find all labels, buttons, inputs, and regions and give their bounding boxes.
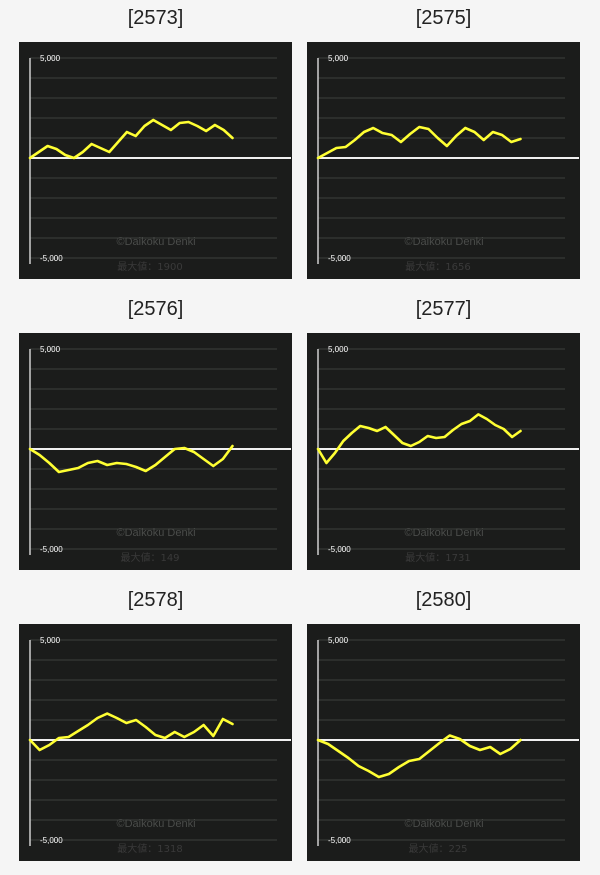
- series-line: [28, 712, 234, 752]
- max-value-label: 最大値：1318: [117, 842, 182, 855]
- tick-label-bottom: -5,000: [40, 254, 63, 263]
- series-line: [28, 118, 234, 160]
- chart-panel: 5,000 -5,000 ©Daikoku Denki 最大値：1731: [307, 333, 580, 570]
- series-line: [28, 444, 234, 474]
- chart-cell: [2578] 5,000 -5,000 ©Daikoku Denki 最大値：1318: [19, 582, 292, 862]
- chart-panel: 5,000 -5,000 ©Daikoku Denki 最大値：149: [19, 333, 292, 570]
- chart-title: [2575]: [415, 7, 472, 29]
- chart-title: [2573]: [127, 7, 184, 29]
- watermark: ©Daikoku Denki: [116, 236, 195, 248]
- chart-cell: [2575] 5,000 -5,000 ©Daikoku Denki 最大値：1656: [307, 0, 580, 280]
- watermark: ©Daikoku Denki: [404, 236, 483, 248]
- chart-svg: 5,000 -5,000 ©Daikoku Denki 最大値：1900: [28, 54, 291, 273]
- chart-panel: 5,000 -5,000 ©Daikoku Denki 最大値：1318: [19, 624, 292, 861]
- max-value-label: 最大値：225: [408, 842, 467, 855]
- max-value-label: 最大値：1731: [405, 551, 470, 564]
- chart-svg: 5,000 -5,000 ©Daikoku Denki 最大値：1656: [316, 54, 579, 273]
- chart-panel: 5,000 -5,000 ©Daikoku Denki 最大値：1900: [19, 42, 292, 279]
- tick-label-top: 5,000: [40, 345, 61, 354]
- chart-panel: 5,000 -5,000 ©Daikoku Denki 最大値：225: [307, 624, 580, 861]
- tick-label-top: 5,000: [328, 345, 349, 354]
- max-value-label: 最大値：1900: [117, 260, 182, 273]
- chart-cell: [2580] 5,000 -5,000 ©Daikoku Denki 最大値：225: [307, 582, 580, 862]
- chart-title: [2576]: [127, 298, 184, 320]
- series-line: [316, 125, 522, 160]
- chart-cell: [2573] 5,000 -5,000 ©Daikoku Denki 最大値：1900: [19, 0, 292, 280]
- tick-label-bottom: -5,000: [40, 836, 63, 845]
- watermark: ©Daikoku Denki: [404, 527, 483, 539]
- watermark: ©Daikoku Denki: [116, 818, 195, 830]
- chart-cell: [2576] 5,000 -5,000 ©Daikoku Denki 最大値：149: [19, 291, 292, 571]
- chart-title: [2577]: [415, 298, 472, 320]
- max-value-label: 最大値：1656: [405, 260, 470, 273]
- chart-svg: 5,000 -5,000 ©Daikoku Denki 最大値：225: [316, 636, 579, 855]
- series-line: [316, 734, 522, 779]
- chart-title: [2580]: [415, 589, 472, 611]
- chart-svg: 5,000 -5,000 ©Daikoku Denki 最大値：149: [28, 345, 291, 564]
- chart-svg: 5,000 -5,000 ©Daikoku Denki 最大値：1731: [316, 345, 579, 564]
- chart-panel: 5,000 -5,000 ©Daikoku Denki 最大値：1656: [307, 42, 580, 279]
- watermark: ©Daikoku Denki: [404, 818, 483, 830]
- tick-label-bottom: -5,000: [328, 254, 351, 263]
- chart-cell: [2577] 5,000 -5,000 ©Daikoku Denki 最大値：1731: [307, 291, 580, 571]
- tick-label-bottom: -5,000: [328, 545, 351, 554]
- chart-title: [2578]: [127, 589, 184, 611]
- tick-label-top: 5,000: [40, 54, 61, 63]
- chart-svg: 5,000 -5,000 ©Daikoku Denki 最大値：1318: [28, 636, 291, 855]
- max-value-label: 最大値：149: [120, 551, 179, 564]
- tick-label-top: 5,000: [328, 54, 349, 63]
- series-line: [316, 413, 522, 465]
- tick-label-bottom: -5,000: [40, 545, 63, 554]
- tick-label-bottom: -5,000: [328, 836, 351, 845]
- tick-label-top: 5,000: [40, 636, 61, 645]
- tick-label-top: 5,000: [328, 636, 349, 645]
- watermark: ©Daikoku Denki: [116, 527, 195, 539]
